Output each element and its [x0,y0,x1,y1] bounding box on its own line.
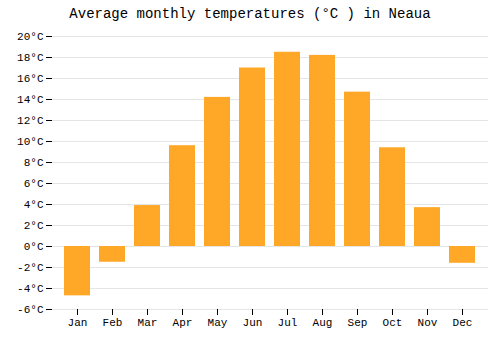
svg-text:Mar: Mar [138,317,158,329]
svg-text:Jan: Jan [68,317,88,329]
svg-text:Sep: Sep [348,317,368,329]
svg-text:18°C: 18°C [17,52,44,64]
svg-text:Oct: Oct [383,317,403,329]
svg-text:Nov: Nov [418,317,438,329]
svg-text:Jul: Jul [278,317,298,329]
svg-text:12°C: 12°C [17,115,44,127]
svg-text:May: May [208,317,228,329]
svg-text:4°C: 4°C [24,199,44,211]
svg-text:Aug: Aug [313,317,333,329]
svg-text:16°C: 16°C [17,73,44,85]
svg-text:-2°C: -2°C [17,262,44,274]
svg-text:0°C: 0°C [24,241,44,253]
svg-text:Apr: Apr [173,317,193,329]
svg-text:8°C: 8°C [24,157,44,169]
svg-text:Dec: Dec [453,317,473,329]
svg-text:-4°C: -4°C [17,283,44,295]
svg-text:10°C: 10°C [17,136,44,148]
svg-text:6°C: 6°C [24,178,44,190]
svg-text:Jun: Jun [243,317,263,329]
svg-text:-6°C: -6°C [17,304,44,316]
svg-text:14°C: 14°C [17,94,44,106]
svg-text:2°C: 2°C [24,220,44,232]
svg-text:Feb: Feb [103,317,123,329]
svg-text:20°C: 20°C [17,31,44,43]
html-text:Average monthly temperatures (: Average monthly temperatures (°C ) in Ne… [69,6,431,22]
